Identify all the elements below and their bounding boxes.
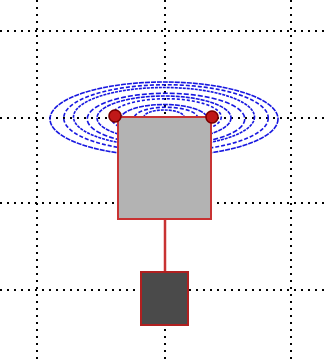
coil-loop-8 [62, 83, 270, 153]
coil-loop-5 [96, 95, 232, 141]
gray-box [117, 116, 212, 220]
dark-base-block [140, 271, 189, 326]
left-terminal-dot [108, 109, 122, 123]
right-terminal-dot [205, 110, 219, 124]
